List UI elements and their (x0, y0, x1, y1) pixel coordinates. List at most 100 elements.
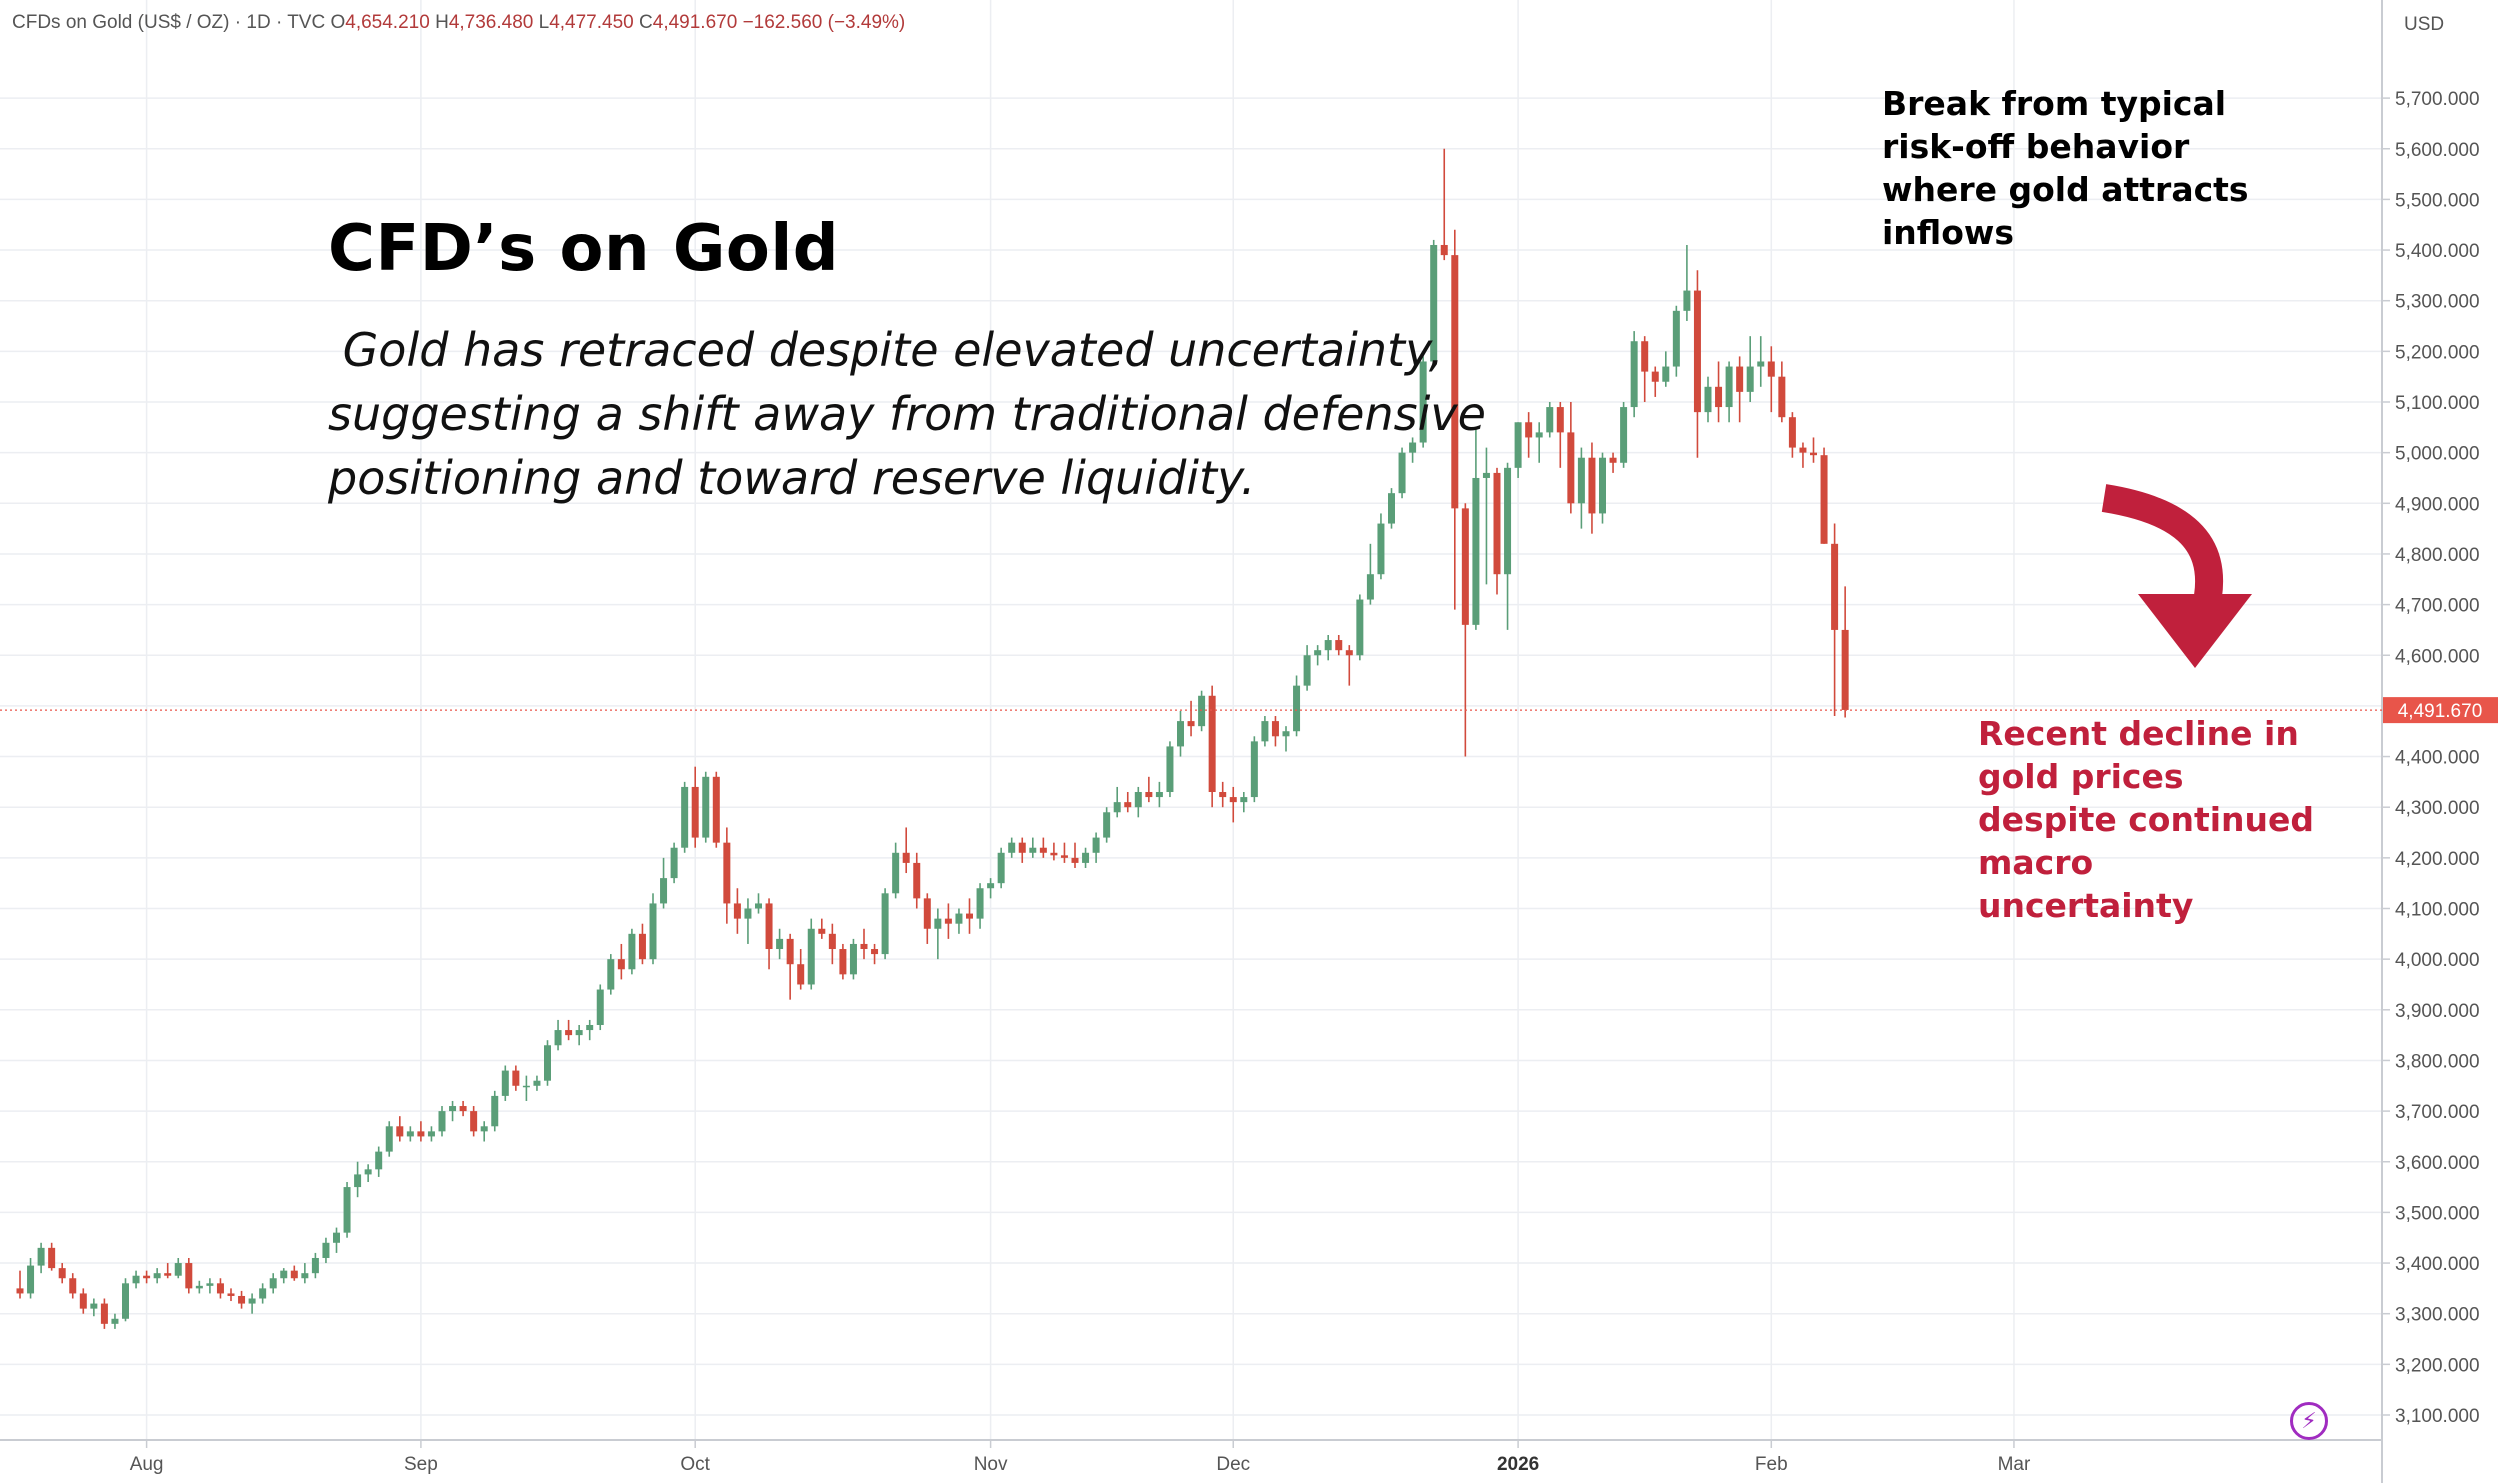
candle-down (396, 1116, 404, 1142)
candle-up (1324, 634, 1332, 661)
candle-up (364, 1164, 372, 1183)
candle-body (290, 1270, 298, 1279)
chart-title: CFD’s on Gold (328, 212, 840, 286)
candle-body (807, 928, 815, 985)
candle-body (1693, 290, 1701, 413)
candle-down (1567, 402, 1575, 514)
candle-up (280, 1268, 288, 1284)
candle-down (1841, 586, 1849, 718)
candle-down (1451, 229, 1459, 610)
candle-up (1482, 447, 1490, 585)
candle-down (1609, 452, 1617, 473)
candle-up (1504, 462, 1512, 630)
y-tick-label: 5,000.000 (2395, 444, 2480, 465)
candle-body (1440, 244, 1448, 256)
candle-up (449, 1100, 457, 1122)
candle-body (195, 1285, 203, 1289)
candle-down (1820, 447, 1828, 544)
candle-body (1039, 847, 1047, 853)
candle-body (143, 1275, 151, 1279)
y-tick-label: 4,600.000 (2395, 646, 2480, 667)
candle-body (565, 1030, 573, 1036)
candle-body (259, 1288, 267, 1299)
y-tick-label: 3,900.000 (2395, 1001, 2480, 1022)
x-tick-label: Feb (1755, 1454, 1788, 1475)
candle-down (797, 949, 805, 990)
candle-body (1240, 797, 1248, 803)
candle-up (522, 1075, 530, 1101)
candle-body (1567, 432, 1575, 504)
candle-up (628, 928, 636, 975)
candle-body (1662, 366, 1670, 382)
candle-down (1219, 781, 1227, 808)
candle-body (1282, 731, 1290, 737)
candle-up (333, 1227, 340, 1253)
x-tick-label: Aug (130, 1454, 164, 1475)
candle-body (533, 1080, 541, 1086)
candle-body (955, 913, 963, 924)
candle-body (1377, 523, 1385, 575)
candle-body (27, 1265, 35, 1294)
candle-body (828, 933, 836, 950)
candle-body (966, 913, 973, 919)
candle-body (174, 1263, 182, 1276)
candle-body (90, 1303, 98, 1309)
lightning-icon[interactable]: ⚡ (2290, 1402, 2328, 1440)
candle-body (1504, 467, 1512, 575)
y-tick-label: 5,200.000 (2395, 342, 2480, 363)
candle-up (744, 898, 752, 944)
candle-body (755, 903, 762, 909)
candle-body (1177, 721, 1184, 747)
last-price-label: 4,491.670 (2398, 701, 2483, 722)
candle-body (1071, 857, 1079, 863)
candle-up (1240, 792, 1248, 813)
candle-body (375, 1151, 383, 1170)
candle-body (48, 1247, 56, 1269)
candle-down (227, 1288, 235, 1302)
y-tick-label: 4,300.000 (2395, 798, 2480, 819)
candle-down (58, 1263, 66, 1284)
candle-up (544, 1040, 551, 1086)
x-tick-label: Nov (974, 1454, 1008, 1475)
candle-body (1050, 852, 1058, 856)
candle-body (944, 918, 952, 924)
candle-body (1303, 655, 1311, 686)
candle-down (1778, 361, 1786, 423)
y-tick-label: 3,100.000 (2395, 1406, 2480, 1427)
high-value: 4,736.480 (448, 12, 534, 33)
candle-body (1271, 721, 1279, 737)
candle-up (311, 1252, 319, 1279)
candle-down (1039, 837, 1047, 858)
candle-body (364, 1169, 372, 1175)
candle-down (1588, 442, 1596, 534)
candle-body (818, 928, 826, 934)
candle-down (913, 852, 921, 909)
candle-down (723, 827, 731, 924)
candle-up (881, 888, 889, 960)
y-tick-label: 4,800.000 (2395, 545, 2480, 566)
candle-body (1398, 452, 1406, 494)
candle-down (733, 888, 741, 934)
candle-body (660, 878, 668, 904)
candle-body (1577, 457, 1585, 504)
candle-up (1029, 837, 1037, 858)
candle-up (1366, 543, 1374, 605)
candle-body (860, 943, 868, 950)
candle-down (1071, 842, 1079, 868)
candle-body (1324, 640, 1332, 651)
candle-body (16, 1288, 24, 1294)
candle-body (1704, 386, 1712, 413)
candle-down (1831, 523, 1839, 717)
candle-down (1736, 356, 1744, 423)
y-tick-label: 5,300.000 (2395, 292, 2480, 313)
candle-up (1662, 351, 1670, 387)
candle-body (417, 1131, 425, 1137)
candle-body (480, 1126, 488, 1132)
candle-down (839, 943, 847, 980)
candle-body (765, 903, 773, 950)
candle-body (1409, 442, 1417, 453)
candle-body (238, 1295, 246, 1304)
candle-down (1050, 842, 1058, 861)
